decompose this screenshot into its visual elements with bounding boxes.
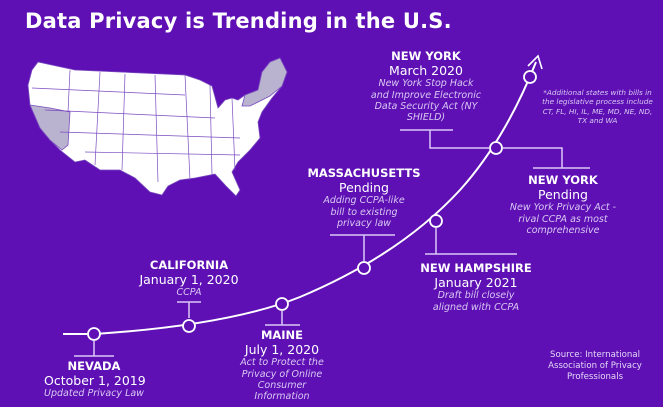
milestone-date: January 2021: [434, 274, 518, 290]
milestone-description: Adding CCPA-like bill to existing privac…: [323, 195, 405, 229]
milestone-description: New York Stop Hack and Improve Electroni…: [370, 78, 482, 123]
milestone-date: July 1, 2020: [244, 341, 320, 357]
milestone-california: CALIFORNIA January 1, 2020 CCPA: [139, 258, 239, 299]
source-credit: Source: International Association of Pri…: [548, 350, 642, 383]
milestone-state: MASSACHUSETTS: [307, 166, 421, 180]
milestone-description: Draft bill closely aligned with CCPA: [432, 290, 520, 313]
connector-lines: [74, 129, 590, 357]
milestone-node-california: [182, 319, 196, 333]
milestone-description: Updated Privacy Law: [44, 388, 144, 400]
milestone-date: Pending: [538, 186, 588, 202]
milestone-description: New York Privacy Act - rival CCPA as mos…: [509, 202, 617, 236]
milestone-nevada: NEVADA October 1, 2019 Updated Privacy L…: [44, 359, 146, 400]
milestone-node-massachusetts: [357, 261, 371, 275]
milestone-node-top: [523, 70, 537, 84]
northeast-highlight: [241, 57, 288, 107]
milestone-date: October 1, 2019: [44, 372, 146, 388]
milestone-state: CALIFORNIA: [149, 258, 229, 272]
milestone-description: CCPA: [176, 287, 202, 299]
milestone-maine: MAINE July 1, 2020 Act to Protect the Pr…: [232, 328, 332, 402]
milestone-state: NEW YORK: [391, 49, 461, 63]
milestone-state: NEVADA: [67, 359, 121, 373]
us-map: [27, 57, 288, 197]
milestone-state: NEW YORK: [528, 173, 598, 187]
milestone-node-maine: [275, 297, 289, 311]
milestone-new-york-privacy-act: NEW YORK Pending New York Privacy Act - …: [508, 173, 618, 236]
state-borders: [31, 69, 241, 183]
milestone-node-new-york: [489, 141, 503, 155]
milestone-massachusetts: MASSACHUSETTS Pending Adding CCPA-like b…: [304, 166, 424, 229]
arrow-head-icon: [527, 54, 543, 70]
california-nevada-highlight: [29, 104, 71, 151]
milestone-date: March 2020: [389, 62, 463, 78]
additional-states-note: *Additional states with bills in the leg…: [542, 88, 653, 126]
milestone-new-hampshire: NEW HAMPSHIRE January 2021 Draft bill cl…: [416, 261, 536, 313]
milestone-state: NEW HAMPSHIRE: [420, 261, 532, 275]
timeline: [63, 54, 590, 357]
milestone-date: January 1, 2020: [139, 271, 239, 287]
milestone-new-york-shield: NEW YORK March 2020 New York Stop Hack a…: [367, 49, 485, 123]
milestone-state: MAINE: [260, 328, 304, 342]
milestone-date: Pending: [339, 179, 389, 195]
page-title: Data Privacy is Trending in the U.S.: [25, 9, 452, 33]
milestone-description: Act to Protect the Privacy of Online Con…: [240, 357, 324, 402]
milestone-node-nevada: [87, 327, 101, 341]
milestone-node-new-hampshire: [429, 214, 443, 228]
